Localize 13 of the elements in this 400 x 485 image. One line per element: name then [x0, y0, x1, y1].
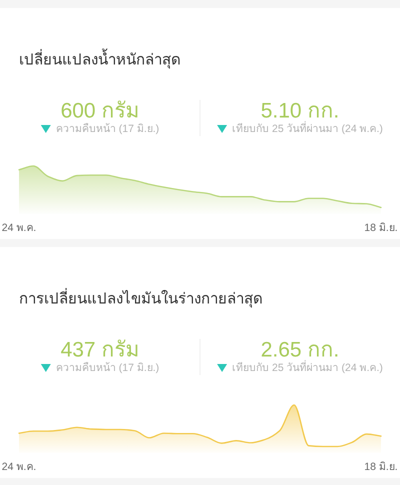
annotation-value: 2.65 กก. — [260, 338, 340, 362]
annotation-caption: เทียบกับ 25 วันที่ผ่านมา (24 พ.ค.) — [232, 362, 383, 374]
annotation-value: 437 กรัม — [60, 338, 140, 362]
annotation-caption: เทียบกับ 25 วันที่ผ่านมา (24 พ.ค.) — [232, 123, 383, 135]
x-tick-label: 18 มิ.ย. — [364, 222, 398, 234]
annotation-value: 600 กรัม — [60, 100, 140, 122]
x-tick-label: 24 พ.ค. — [2, 222, 36, 234]
title: การเปลี่ยนแปลงไขมันในร่างกายล่าสุด — [19, 290, 263, 308]
x-tick-label: 18 มิ.ย. — [364, 461, 398, 473]
annotation-caption: ความคืบหน้า (17 มิ.ย.) — [56, 362, 160, 374]
annotation-caption: ความคืบหน้า (17 มิ.ย.) — [56, 123, 160, 135]
x-tick-label: 24 พ.ค. — [2, 461, 36, 473]
annotation-value: 5.10 กก. — [260, 100, 340, 122]
